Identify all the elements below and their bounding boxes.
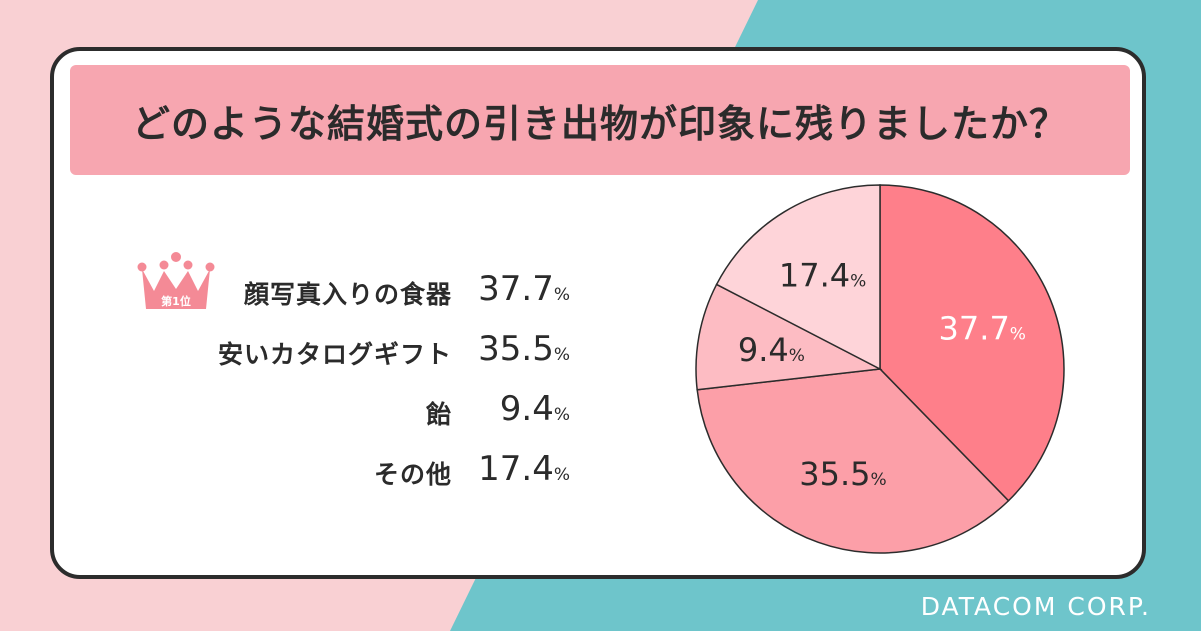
legend-value-unit: % [553, 465, 570, 485]
legend-value-unit: % [553, 405, 570, 425]
legend-value-unit: % [553, 345, 570, 365]
legend-value: 9.4% [500, 389, 570, 429]
crown-icon: 第1位 [137, 252, 215, 309]
slice-label: 35.5% [799, 455, 886, 493]
slice-label-unit: % [850, 272, 866, 292]
pie-slice [715, 184, 881, 371]
slice-label-number: 9.4 [738, 331, 789, 369]
rank-badge-text: 第1位 [161, 294, 191, 308]
legend-value-number: 9.4 [499, 389, 554, 429]
slice-label: 37.7% [939, 309, 1026, 347]
pie-slice [879, 184, 1065, 502]
slice-label-unit: % [789, 346, 805, 366]
legend-label: 安いカタログギフト [217, 340, 452, 369]
slice-label-number: 37.7 [939, 309, 1010, 347]
title-band: どのような結婚式の引き出物が印象に残りましたか？ [70, 65, 1130, 175]
slice-label-unit: % [1010, 324, 1026, 344]
footer-brand: DATACOM CORP. [920, 592, 1151, 621]
legend-value-number: 37.7 [478, 269, 554, 309]
chart-title: どのような結婚式の引き出物が印象に残りましたか？ [131, 101, 1068, 146]
legend-label: 顔写真入りの食器 [243, 280, 452, 309]
legend-value: 37.7% [478, 269, 570, 309]
pie-chart: 37.7%35.5%9.4%17.4% [695, 184, 1065, 554]
slice-label-unit: % [870, 470, 886, 490]
legend-row: 安いカタログギフト 35.5% [54, 329, 614, 385]
legend-label: その他 [373, 460, 452, 489]
pie-slice [696, 368, 1010, 554]
legend-value-number: 17.4 [478, 449, 554, 489]
legend-value: 35.5% [478, 329, 570, 369]
slice-label: 17.4% [779, 257, 866, 295]
legend-value-unit: % [553, 285, 570, 305]
slice-label: 9.4% [738, 331, 805, 369]
legend-value: 17.4% [478, 449, 570, 489]
slice-label-number: 17.4 [779, 257, 850, 295]
legend-label: 飴 [425, 400, 452, 429]
legend-list: 顔写真入りの食器 37.7% 安いカタログギフト 35.5% 飴 9.4% その他 17.4% [54, 51, 614, 575]
legend-row: その他 17.4% [54, 449, 614, 505]
slice-label-number: 35.5 [799, 455, 870, 493]
chart-card: どのような結婚式の引き出物が印象に残りましたか？ 顔写真入りの食器 37.7% 安い… [50, 47, 1146, 579]
legend-row: 飴 9.4% [54, 389, 614, 445]
legend-value-number: 35.5 [478, 329, 554, 369]
legend-row: 顔写真入りの食器 37.7% [54, 269, 614, 325]
pie-slice [695, 283, 883, 391]
